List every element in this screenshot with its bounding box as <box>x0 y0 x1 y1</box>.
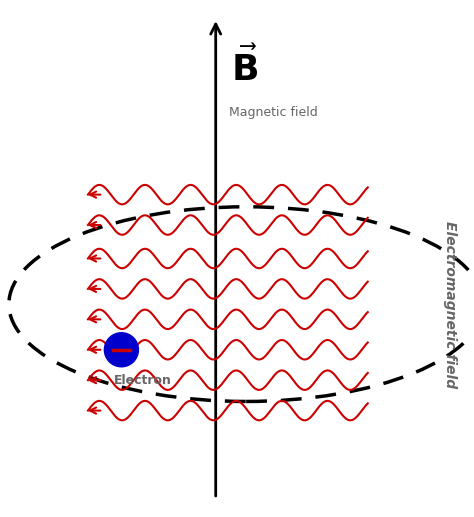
Text: $\vec{\mathbf{B}}$: $\vec{\mathbf{B}}$ <box>231 46 258 88</box>
Circle shape <box>104 333 138 367</box>
Text: Magnetic field: Magnetic field <box>229 106 318 119</box>
Text: Electromagnetic field: Electromagnetic field <box>443 221 457 388</box>
Text: Electron: Electron <box>114 374 172 387</box>
